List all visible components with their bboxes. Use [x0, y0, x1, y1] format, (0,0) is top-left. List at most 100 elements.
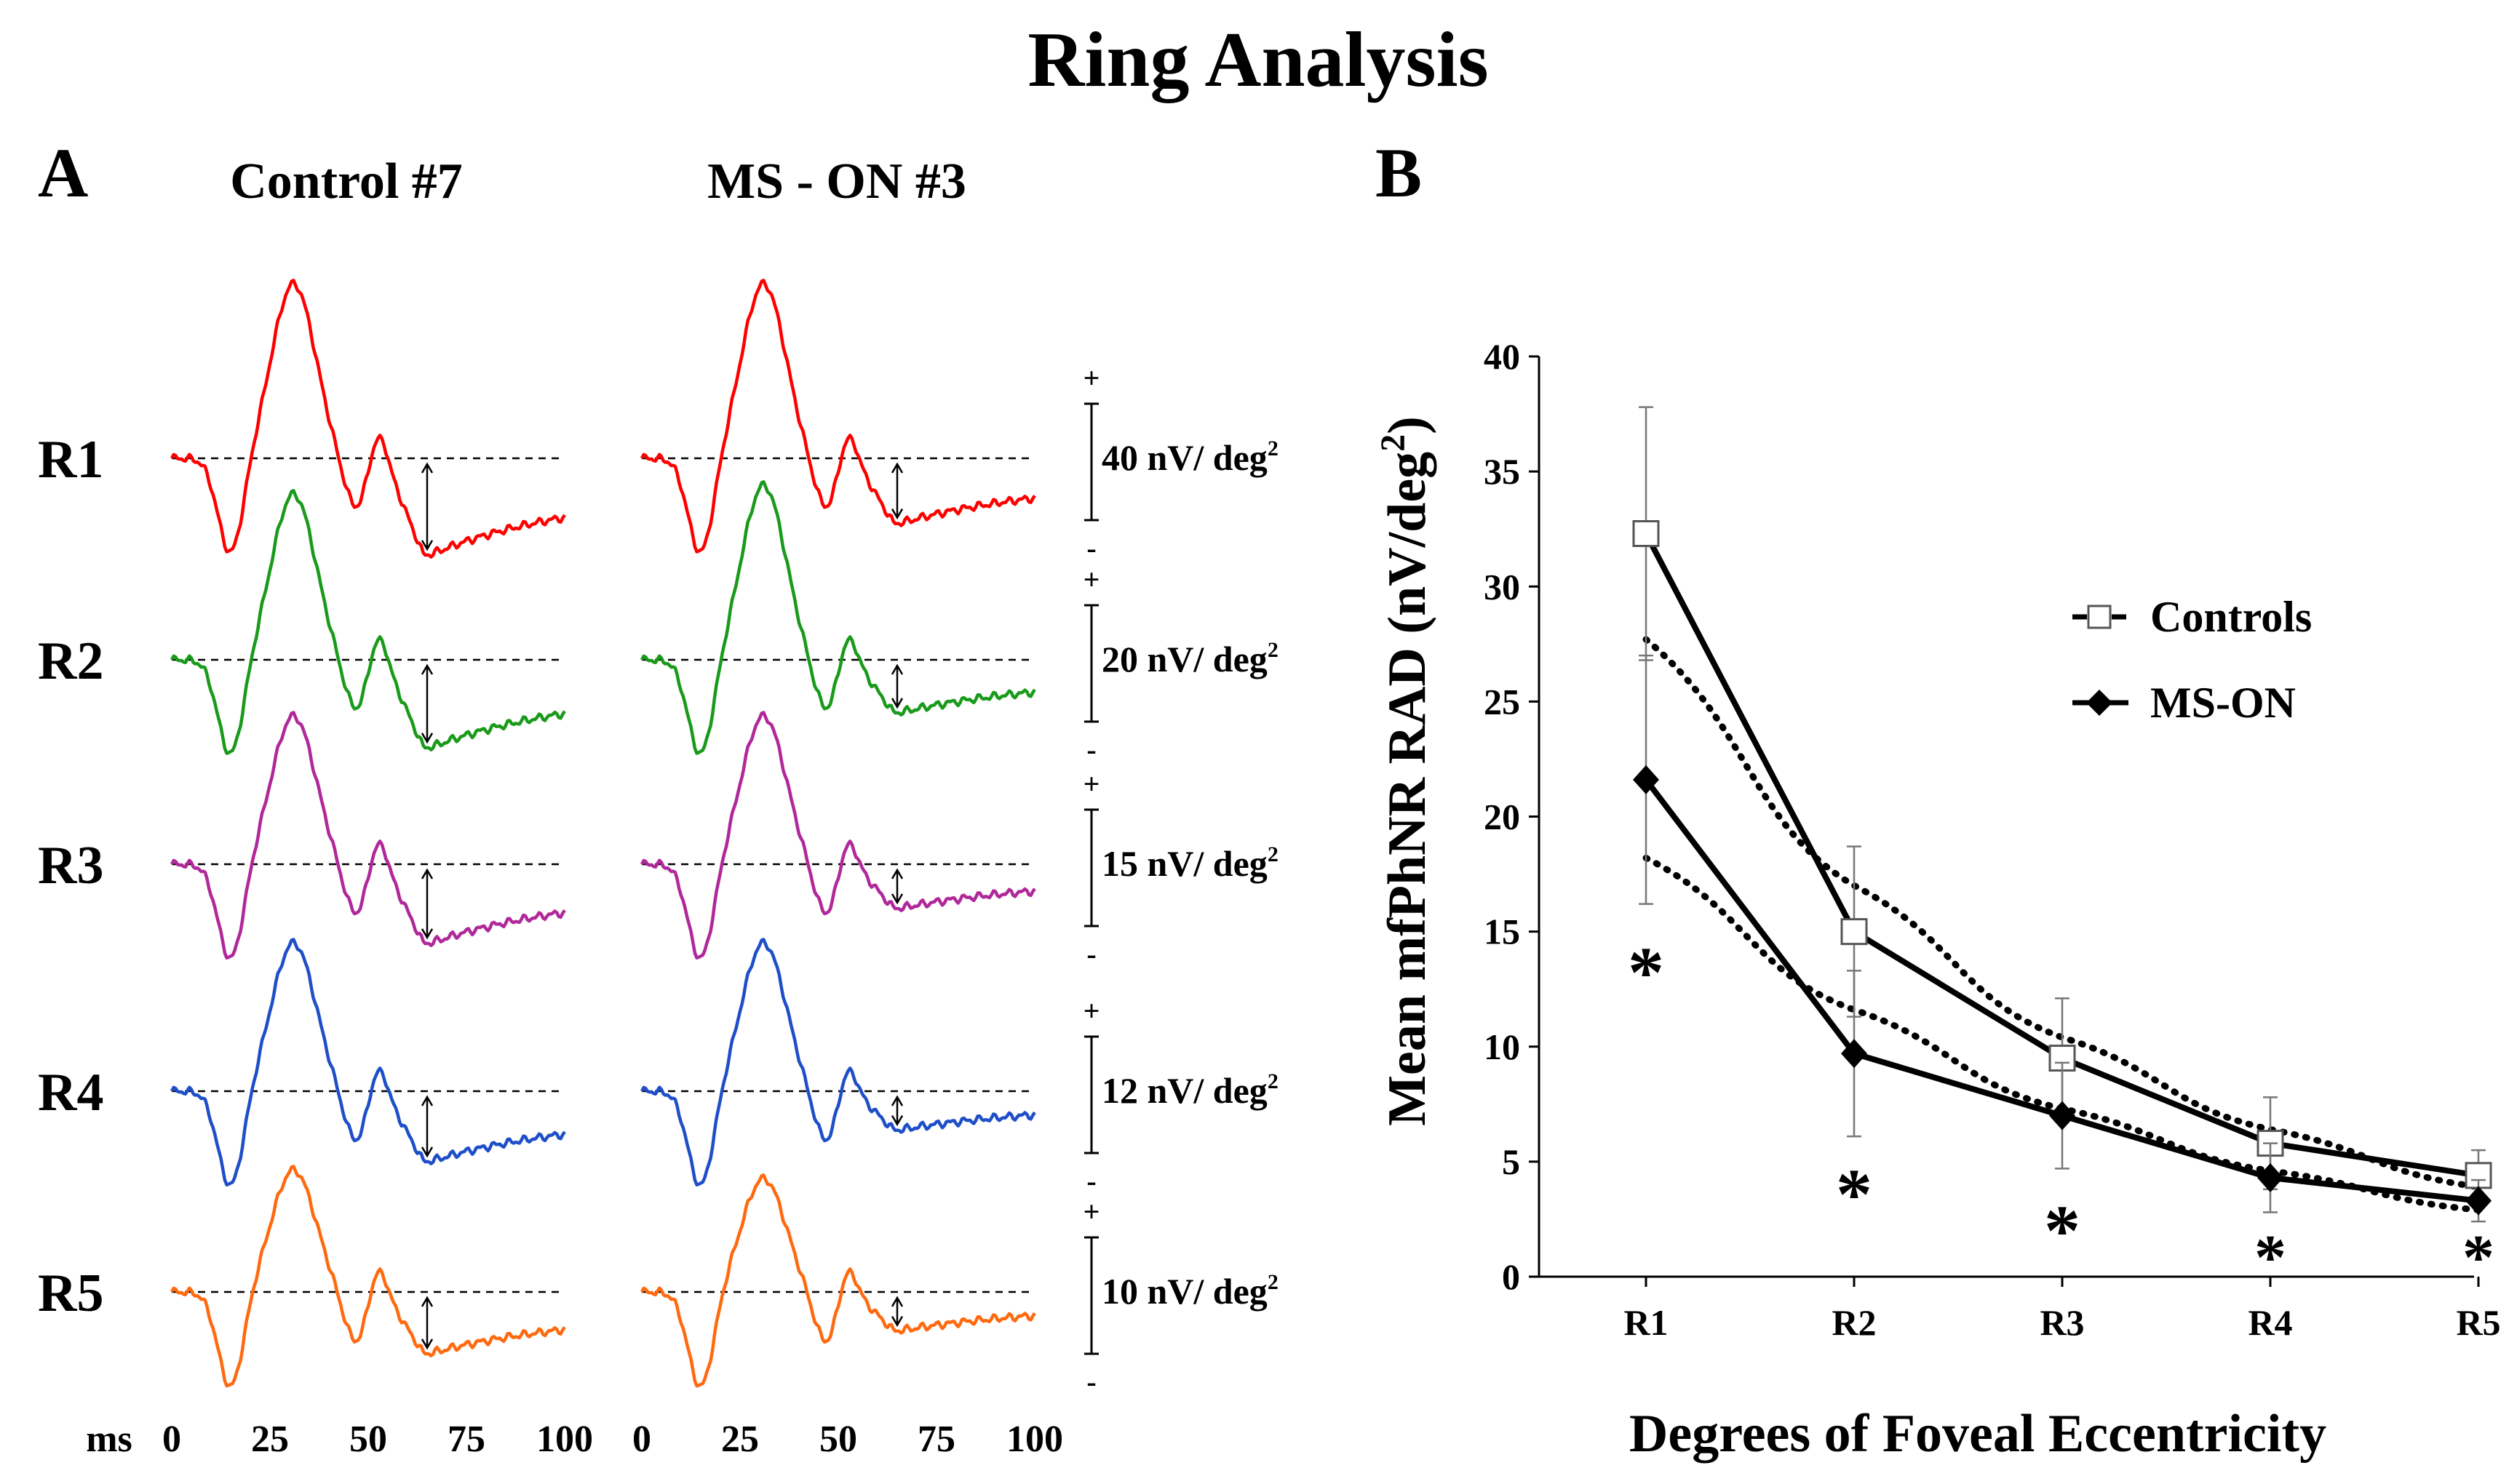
legend-marker-controls — [2087, 605, 2112, 629]
marker-controls-r1 — [1632, 520, 1660, 548]
time-tick-control-100: 100 — [536, 1419, 593, 1460]
trace-r5-mson — [640, 1173, 1036, 1388]
trace-r1-control — [170, 279, 566, 559]
time-tick-mson-25: 25 — [721, 1419, 759, 1460]
column-title-control: Control #7 — [230, 153, 463, 210]
ring-label-r2: R2 — [38, 631, 103, 691]
scale-label-r1: 40 nV/ deg2 — [1102, 436, 1279, 478]
scale-minus-r3: - — [1086, 938, 1096, 970]
trace-r3-mson — [640, 711, 1036, 960]
significance-star-r3: * — [2044, 1190, 2080, 1271]
time-tick-control-0: 0 — [162, 1419, 181, 1460]
panel-b-chart: 0 5 10 15 20 25 30 35 40 R1 R2 R3 R4 R5 * * * * * Degrees… — [1374, 336, 2501, 1464]
trace-r4-mson — [640, 938, 1036, 1187]
data-series — [1632, 406, 2492, 1223]
trace-r4-control — [170, 938, 566, 1187]
scale-plus-r4: + — [1083, 994, 1100, 1027]
marker-ms-on-r4 — [2257, 1163, 2283, 1193]
amplitude-arrow-r4-control — [421, 1095, 434, 1158]
x-tick-label-r1: R1 — [1623, 1302, 1668, 1343]
trace-r2-control — [170, 489, 566, 755]
marker-controls-r2 — [1840, 918, 1868, 946]
y-tick-label-0: 0 — [1502, 1256, 1520, 1297]
amplitude-arrow-r2-mson — [891, 663, 904, 709]
time-tick-mson-0: 0 — [632, 1419, 651, 1460]
y-tick-label-40: 40 — [1484, 336, 1520, 377]
scale-label-r4: 12 nV/ deg2 — [1102, 1069, 1279, 1111]
scale-minus-r4: - — [1086, 1165, 1096, 1197]
amplitude-arrow-r3-mson — [891, 868, 904, 905]
y-axis-title-sup: 2 — [1374, 434, 1412, 452]
scale-minus-r1: - — [1086, 532, 1096, 565]
y-axis-title-end: ) — [1377, 416, 1437, 434]
chart-legend: Controls MS-ON — [2072, 593, 2312, 727]
figure-title: Ring Analysis — [1027, 17, 1488, 103]
scale-bar-r4: + - 12 nV/ deg2 — [1083, 994, 1279, 1197]
x-tick-label-r3: R3 — [2040, 1302, 2084, 1343]
scale-label-r2: 20 nV/ deg2 — [1102, 638, 1279, 679]
scale-bar-r5: + - 10 nV/ deg2 — [1083, 1195, 1279, 1398]
time-tick-control-75: 75 — [448, 1419, 485, 1460]
amplitude-arrow-r3-control — [421, 868, 434, 940]
time-tick-control-50: 50 — [349, 1419, 387, 1460]
scale-plus-r1: + — [1083, 362, 1100, 394]
y-tick-label-10: 10 — [1484, 1026, 1520, 1067]
panel-a-time-axis: ms 0 25 50 75 100 0 25 50 75 100 — [86, 1419, 1063, 1460]
marker-controls-r3 — [2048, 1045, 2076, 1072]
y-tick-label-25: 25 — [1484, 681, 1520, 722]
x-tick-label-r5: R5 — [2456, 1302, 2500, 1343]
legend-item-controls: Controls — [2072, 593, 2312, 641]
y-axis-title-main: Mean mfPhNR RAD (nV/deg — [1377, 452, 1437, 1126]
scale-minus-r2: - — [1086, 733, 1096, 766]
legend-item-ms-on: MS-ON — [2072, 679, 2296, 727]
trace-r2-mson — [640, 480, 1036, 755]
scale-minus-r5: - — [1086, 1365, 1096, 1398]
ring-label-r3: R3 — [38, 836, 103, 895]
significance-markers: * * * * * — [1628, 932, 2494, 1293]
significance-star-r2: * — [1836, 1154, 1872, 1234]
ring-label-r4: R4 — [38, 1063, 103, 1122]
y-tick-label-20: 20 — [1484, 797, 1520, 837]
x-axis-title: Degrees of Foveal Eccentricity — [1629, 1404, 2326, 1464]
significance-star-r5: * — [2462, 1223, 2494, 1293]
amplitude-arrow-r5-mson — [891, 1296, 904, 1328]
ring-label-r5: R5 — [38, 1264, 103, 1323]
time-axis-unit: ms — [86, 1419, 132, 1460]
y-axis-title: Mean mfPhNR RAD (nV/deg2) — [1374, 416, 1437, 1126]
x-tick-label-r2: R2 — [1832, 1302, 1876, 1343]
legend-label-controls: Controls — [2150, 593, 2312, 641]
time-tick-mson-100: 100 — [1006, 1419, 1063, 1460]
scale-bar-r1: + - 40 nV/ deg2 — [1083, 362, 1279, 565]
y-tick-label-15: 15 — [1484, 911, 1520, 952]
y-tick-label-35: 35 — [1484, 451, 1520, 492]
marker-ms-on-r1 — [1633, 765, 1659, 794]
significance-star-r1: * — [1628, 932, 1664, 1013]
panel-b-label: B — [1375, 134, 1422, 212]
ring-label-r1: R1 — [38, 430, 103, 490]
scale-label-r5: 10 nV/ deg2 — [1102, 1270, 1279, 1312]
trace-r3-control — [170, 711, 566, 960]
significance-star-r4: * — [2254, 1223, 2286, 1293]
chart-axes: 0 5 10 15 20 25 30 35 40 R1 R2 R3 R4 R5 — [1484, 336, 2501, 1343]
y-tick-label-30: 30 — [1484, 566, 1520, 607]
amplitude-arrow-r4-mson — [891, 1095, 904, 1127]
scale-plus-r2: + — [1083, 563, 1100, 596]
series-ms-on — [1633, 654, 2492, 1223]
marker-ms-on-r3 — [2049, 1101, 2075, 1130]
marker-ms-on-r2 — [1841, 1039, 1867, 1069]
scale-bar-r2: + - 20 nV/ deg2 — [1083, 563, 1279, 766]
amplitude-arrow-r5-control — [421, 1296, 434, 1350]
panel-a-label: A — [38, 134, 88, 212]
legend-marker-ms-on — [2086, 690, 2112, 716]
amplitude-arrow-r1-control — [421, 462, 434, 551]
scale-bar-r3: + - 15 nV/ deg2 — [1083, 767, 1279, 970]
x-tick-label-r4: R4 — [2248, 1302, 2292, 1343]
scale-plus-r5: + — [1083, 1195, 1100, 1228]
scale-label-r3: 15 nV/ deg2 — [1102, 842, 1279, 884]
y-tick-label-5: 5 — [1502, 1141, 1520, 1182]
trace-r1-mson — [640, 279, 1036, 554]
trendline-controls — [1642, 636, 2482, 1191]
marker-ms-on-r5 — [2465, 1186, 2492, 1216]
